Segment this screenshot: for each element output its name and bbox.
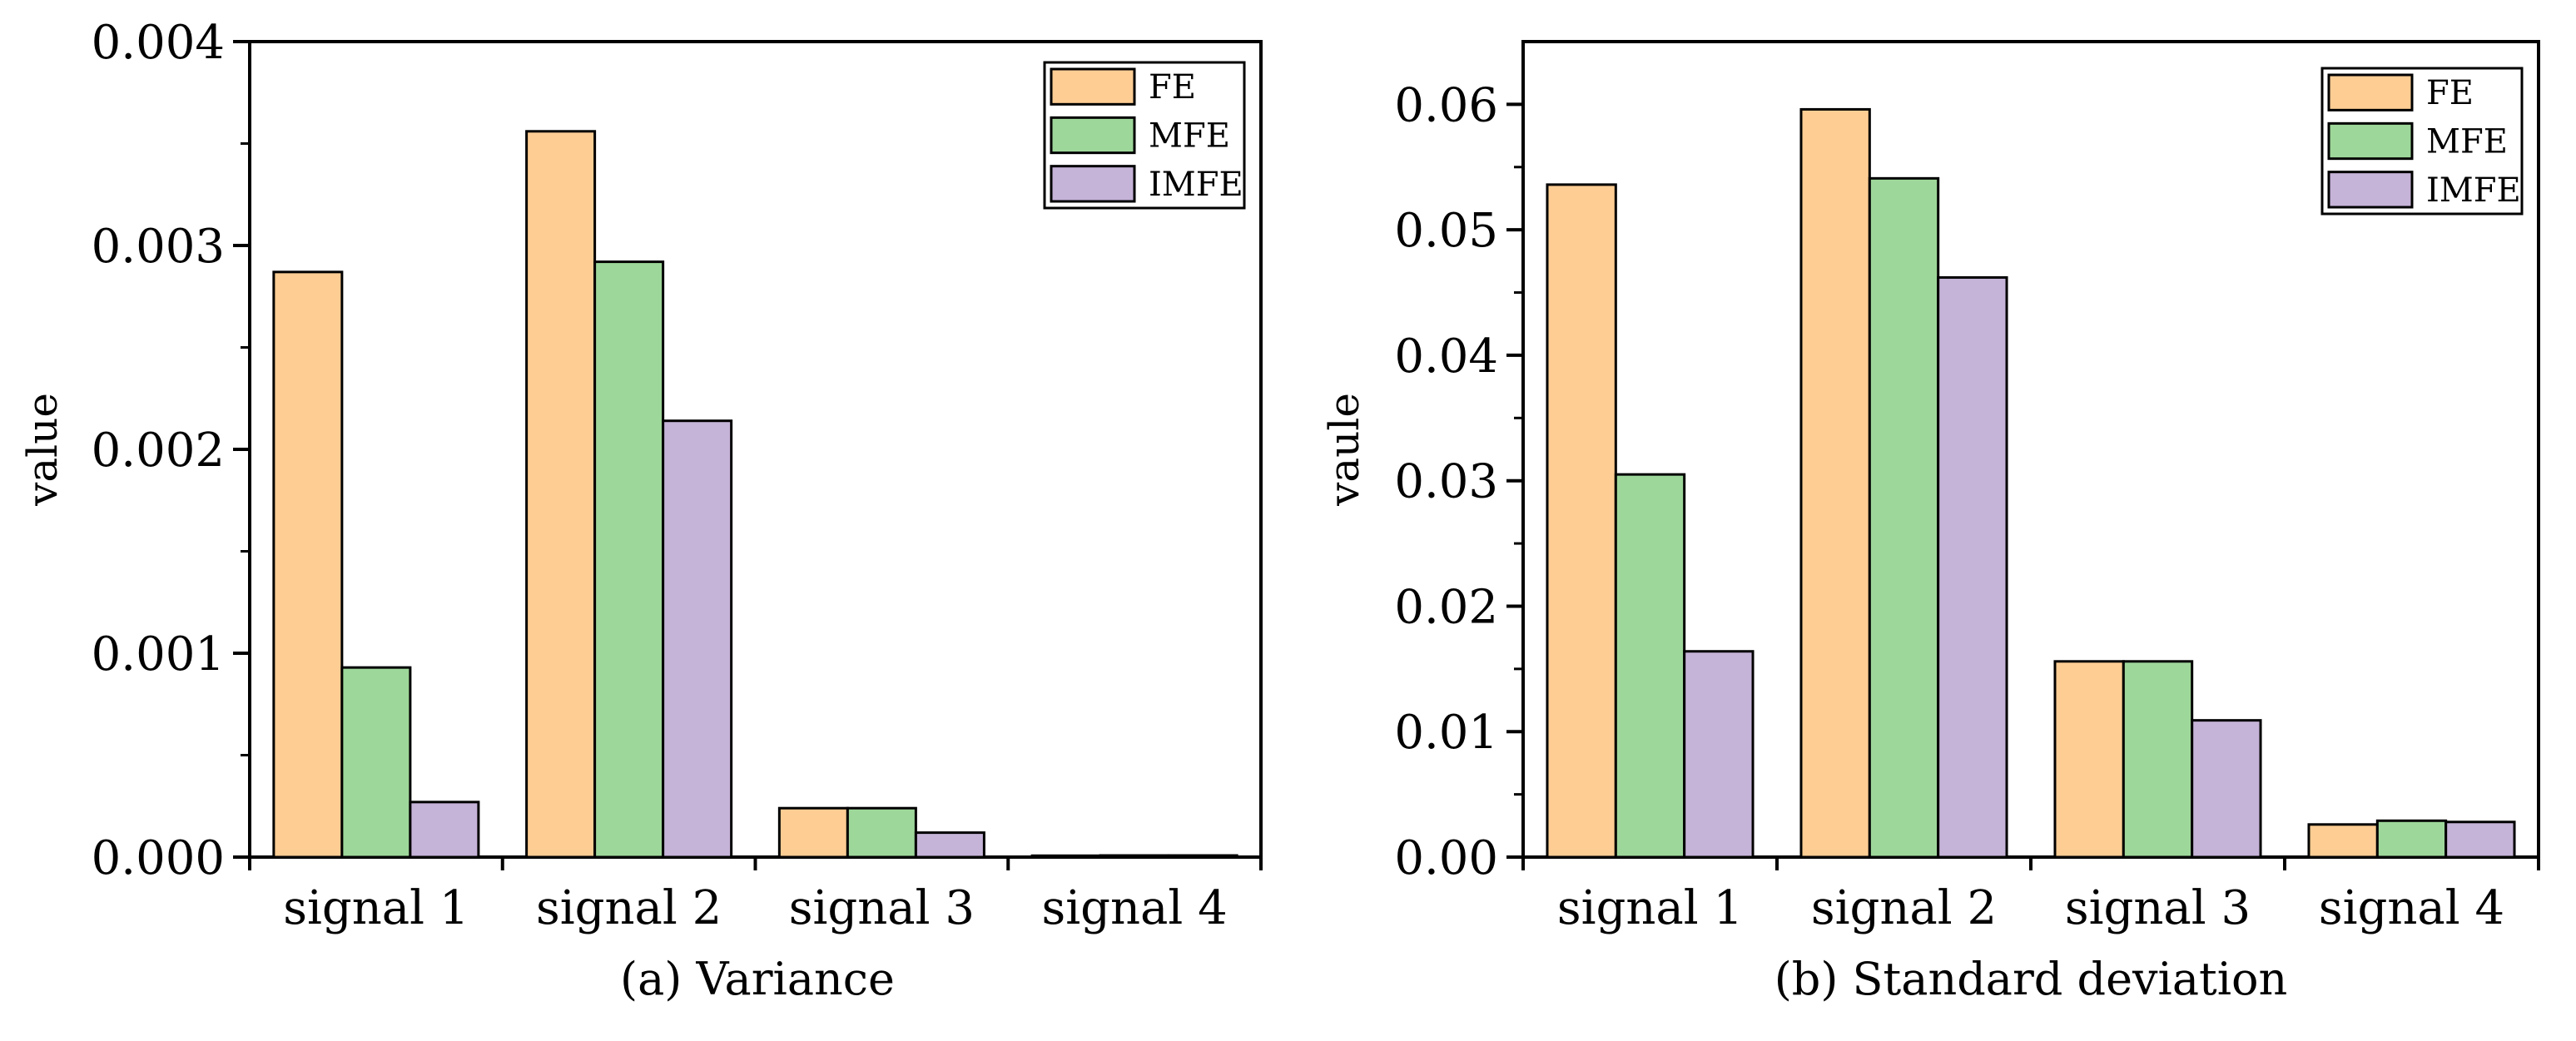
- bar-fe-signal-1: [272, 270, 344, 859]
- x-category-label: signal 4: [2319, 881, 2504, 935]
- legend-swatch-mfe: [2327, 121, 2414, 161]
- bar-group: [272, 130, 1238, 859]
- bar-mfe-signal-3: [846, 806, 917, 859]
- legend: FE MFE IMFE: [2320, 67, 2524, 216]
- bar-fe-signal-1: [1546, 183, 1617, 859]
- y-tick-label: 0.05: [1394, 204, 1498, 258]
- y-tick-label: 0.03: [1394, 455, 1498, 509]
- bar-fe-signal-4: [2307, 823, 2379, 859]
- x-category-label: signal 3: [789, 881, 975, 935]
- legend-label-fe: FE: [1149, 68, 1196, 107]
- y-tick-label: 0.06: [1394, 78, 1498, 132]
- bar-mfe-signal-1: [340, 666, 412, 859]
- bar-group: [1546, 107, 2516, 859]
- x-category-label: signal 2: [1811, 881, 1997, 935]
- legend-swatch-imfe: [2327, 171, 2414, 209]
- x-axis-ticks: signal 1 signal 2 signal 3 signal 4: [248, 857, 1263, 935]
- legend-swatch-mfe: [1050, 116, 1136, 155]
- legend-label-fe: FE: [2426, 74, 2474, 112]
- x-axis-ticks: signal 1 signal 2 signal 3 signal 4: [1521, 857, 2540, 935]
- bar-fe-signal-2: [1799, 107, 1871, 859]
- legend-swatch-fe: [1050, 67, 1136, 106]
- x-category-label: signal 4: [1041, 881, 1227, 935]
- bar-imfe-signal-2: [662, 419, 733, 859]
- y-tick-label: 0.04: [1394, 330, 1498, 384]
- bar-fe-signal-3: [777, 806, 849, 859]
- bar-fe-signal-2: [525, 130, 597, 859]
- y-axis-title: vaule: [1320, 393, 1368, 507]
- bar-mfe-signal-3: [2122, 660, 2194, 859]
- legend-swatch-fe: [2327, 73, 2414, 112]
- legend: FE MFE IMFE: [1043, 61, 1246, 210]
- legend-label-mfe: MFE: [1149, 117, 1230, 156]
- bar-imfe-signal-3: [2191, 719, 2262, 859]
- bar-fe-signal-3: [2053, 660, 2125, 859]
- legend-label-mfe: MFE: [2426, 123, 2508, 161]
- bar-mfe-signal-4: [2375, 819, 2448, 859]
- y-tick-label: 0.01: [1394, 706, 1498, 760]
- y-tick-label: 0.000: [92, 831, 225, 885]
- legend-label-imfe: IMFE: [2426, 171, 2521, 210]
- legend-label-imfe: IMFE: [1149, 166, 1243, 204]
- y-tick-label: 0.002: [92, 424, 225, 478]
- x-category-label: signal 1: [283, 881, 469, 935]
- y-tick-label: 0.00: [1394, 831, 1498, 885]
- chart-panel-standard-deviation: 0.000.010.020.030.040.050.06 signal 1 sig…: [1320, 40, 2540, 1005]
- y-axis-ticks: 0.00 0.01 0.02 0.03 0.04 0.05 0.06: [1394, 78, 1523, 885]
- chart-caption: (a) Variance: [620, 953, 895, 1005]
- bar-mfe-signal-2: [593, 260, 665, 859]
- bar-mfe-signal-1: [1614, 473, 1686, 859]
- y-tick-label: 0.001: [92, 627, 225, 682]
- bar-imfe-signal-2: [1937, 275, 2008, 859]
- bar-fe-signal-4: [1030, 854, 1102, 859]
- y-axis-title: value: [18, 393, 67, 507]
- legend-swatch-imfe: [1050, 165, 1136, 203]
- bar-imfe-signal-4: [2444, 820, 2516, 859]
- y-axis-ticks: 0.000 0.001 0.002 0.003 0.004: [92, 16, 250, 885]
- bar-imfe-signal-1: [409, 801, 480, 859]
- bar-imfe-signal-1: [1683, 650, 1755, 859]
- x-category-label: signal 3: [2065, 881, 2251, 935]
- bar-imfe-signal-4: [1167, 854, 1238, 859]
- bar-imfe-signal-3: [914, 831, 985, 859]
- y-tick-label: 0.02: [1394, 580, 1498, 634]
- x-category-label: signal 2: [536, 881, 722, 935]
- bar-mfe-signal-2: [1868, 176, 1940, 859]
- y-tick-label: 0.003: [92, 220, 225, 274]
- x-category-label: signal 1: [1557, 881, 1743, 935]
- chart-caption: (b) Standard deviation: [1774, 953, 2288, 1005]
- bar-mfe-signal-4: [1099, 854, 1170, 859]
- y-tick-label: 0.004: [92, 16, 225, 70]
